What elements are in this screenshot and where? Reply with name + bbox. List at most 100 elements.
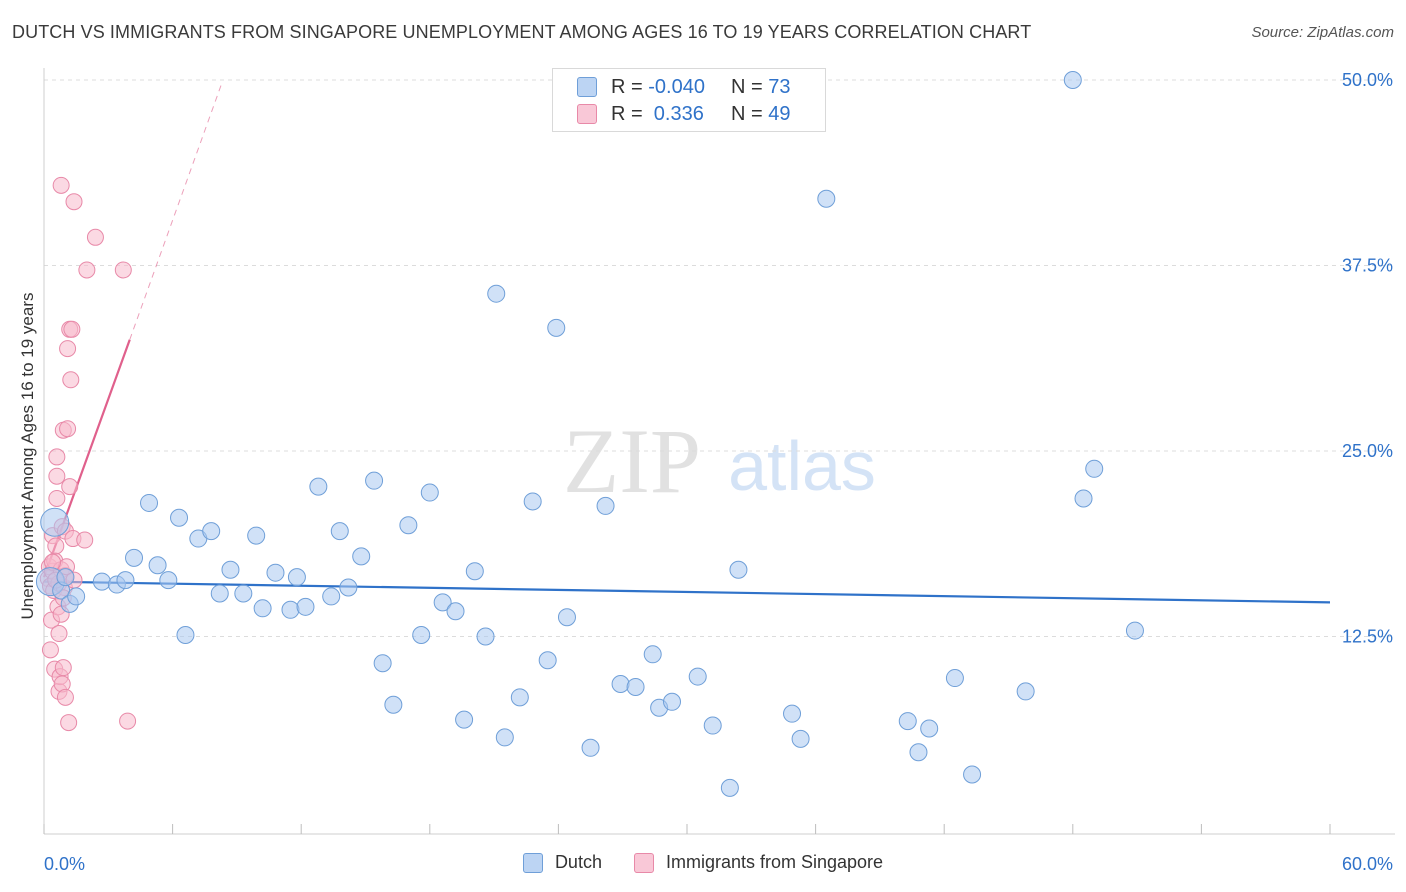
point-dutch <box>909 743 928 762</box>
point-dutch <box>92 572 111 591</box>
point-dutch <box>253 599 272 618</box>
point-singapore <box>59 420 77 438</box>
point-singapore <box>50 625 68 643</box>
point-dutch <box>523 492 542 511</box>
point-dutch <box>581 738 600 757</box>
point-dutch <box>296 597 315 616</box>
point-dutch <box>352 547 371 566</box>
legend: R = -0.040 N = 73 R = 0.336 N = 49 <box>552 68 826 132</box>
point-dutch <box>384 695 403 714</box>
point-singapore <box>54 659 72 677</box>
point-singapore <box>62 371 80 389</box>
point-singapore <box>48 448 66 466</box>
series-legend-singapore: Immigrants from Singapore <box>633 852 884 873</box>
y-tick-label: 12.5% <box>1342 627 1393 647</box>
point-dutch <box>476 627 495 646</box>
point-singapore <box>59 340 77 358</box>
point-dutch <box>1016 682 1035 701</box>
point-dutch <box>202 522 221 541</box>
series-legend-label-singapore: Immigrants from Singapore <box>665 852 884 872</box>
point-dutch <box>446 602 465 621</box>
watermark: ZIP atlas <box>563 410 876 512</box>
point-dutch <box>420 483 439 502</box>
point-dutch <box>116 571 135 590</box>
legend-swatch-dutch <box>577 77 597 97</box>
point-dutch <box>662 692 681 711</box>
point-dutch <box>399 516 418 535</box>
series-legend-swatch-dutch <box>522 852 543 873</box>
point-dutch <box>817 189 836 208</box>
point-dutch <box>626 677 645 696</box>
point-singapore <box>48 489 66 507</box>
legend-n-singapore: N = 49 <box>731 102 791 125</box>
point-singapore <box>65 193 83 211</box>
point-dutch <box>557 608 576 627</box>
point-dutch <box>322 587 341 606</box>
point-dutch <box>547 318 566 337</box>
point-dutch <box>170 508 189 527</box>
y-tick-label: 50.0% <box>1342 70 1393 90</box>
legend-r-dutch: R = -0.040 <box>611 75 705 98</box>
point-singapore <box>78 261 96 279</box>
point-dutch <box>455 710 474 729</box>
point-dutch <box>176 626 195 645</box>
point-dutch <box>221 560 240 579</box>
point-singapore <box>47 537 65 555</box>
chart-title: DUTCH VS IMMIGRANTS FROM SINGAPORE UNEMP… <box>12 22 1032 42</box>
data-points <box>35 71 1144 797</box>
series-legend-dutch: Dutch <box>522 852 602 873</box>
point-singapore <box>41 641 59 659</box>
legend-n-dutch: N = 73 <box>731 75 791 98</box>
point-singapore <box>119 712 137 730</box>
point-dutch <box>412 626 431 645</box>
point-dutch <box>339 578 358 597</box>
legend-row-dutch: R = -0.040 N = 73 <box>577 75 791 99</box>
point-dutch <box>56 568 75 587</box>
point-dutch <box>287 568 306 587</box>
point-dutch <box>125 548 144 567</box>
point-singapore <box>86 228 104 246</box>
point-dutch <box>140 493 159 512</box>
point-dutch <box>1074 489 1093 508</box>
point-dutch <box>898 712 917 731</box>
point-dutch <box>538 651 557 670</box>
y-tick-label: 25.0% <box>1342 441 1393 461</box>
point-dutch <box>159 571 178 590</box>
point-singapore <box>48 467 66 485</box>
point-singapore <box>56 688 74 706</box>
point-dutch <box>67 587 86 606</box>
series-legend: Dutch Immigrants from Singapore <box>0 852 1406 873</box>
point-dutch <box>148 556 167 575</box>
point-dutch <box>791 729 810 748</box>
point-dutch <box>720 778 739 797</box>
watermark-zip: ZIP <box>563 410 701 512</box>
point-dutch <box>330 522 349 541</box>
y-tick-label: 37.5% <box>1342 256 1393 276</box>
source-label: Source: ZipAtlas.com <box>1251 24 1394 41</box>
tick-labels: 12.5% 25.0% 37.5% 50.0% 0.0% 60.0% <box>44 70 1393 874</box>
point-dutch <box>433 593 452 612</box>
trend-lines <box>42 82 1331 604</box>
point-dutch <box>309 477 328 496</box>
point-singapore <box>52 176 70 194</box>
point-dutch <box>783 704 802 723</box>
point-dutch <box>373 654 392 673</box>
point-dutch <box>729 560 748 579</box>
x-tick-label: 60.0% <box>1342 854 1393 874</box>
point-dutch <box>266 563 285 582</box>
axes <box>43 68 1395 835</box>
point-dutch <box>643 645 662 664</box>
point-dutch <box>596 496 615 515</box>
point-dutch <box>688 667 707 686</box>
point-dutch <box>1125 621 1144 640</box>
point-dutch <box>234 584 253 603</box>
trend-line-singapore-extension <box>129 82 223 340</box>
legend-r-singapore: R = 0.336 <box>611 102 704 125</box>
series-legend-label-dutch: Dutch <box>554 852 602 872</box>
series-legend-swatch-singapore <box>633 852 654 873</box>
point-dutch <box>247 526 266 545</box>
point-singapore <box>76 531 94 549</box>
point-dutch <box>510 688 529 707</box>
point-dutch <box>281 600 300 619</box>
